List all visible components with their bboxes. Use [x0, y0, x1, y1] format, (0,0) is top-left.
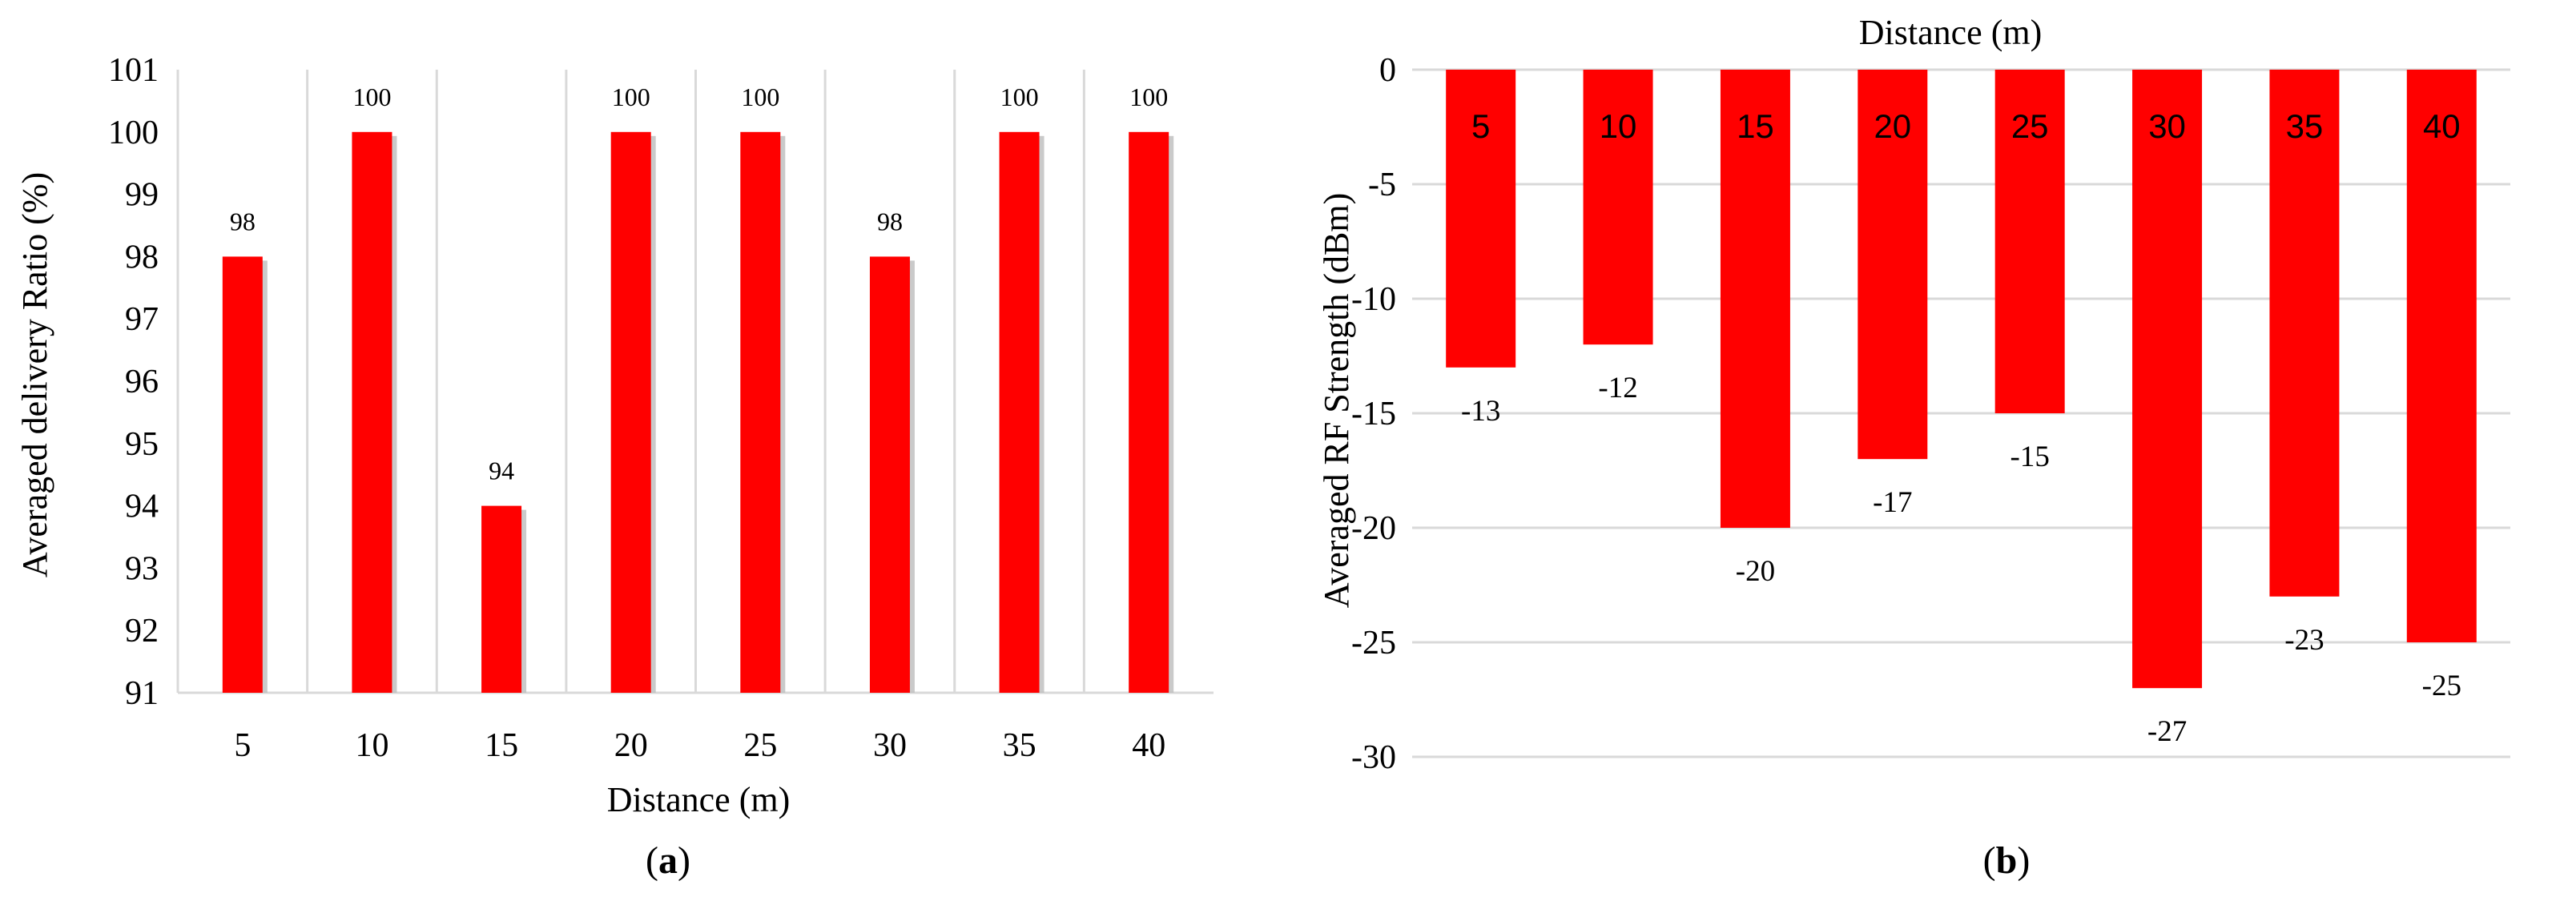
chart-a-x-tick-label: 15: [485, 727, 518, 764]
chart-a-y-tick-label: 96: [125, 364, 159, 400]
chart-b-bar: [2269, 70, 2340, 597]
chart-b-category-label: 35: [2286, 107, 2324, 145]
chart-b-data-label: -27: [2147, 715, 2187, 748]
chart-b-y-tick-label: -30: [1351, 739, 1396, 776]
chart-a-y-tick-label: 91: [125, 675, 159, 712]
chart-a-bar: [999, 131, 1040, 694]
chart-a-y-tick-label: 99: [125, 177, 159, 214]
chart-a-data-label: 94: [489, 457, 514, 485]
panel-label-a: (a): [646, 839, 690, 882]
chart-a-y-tick-label: 95: [125, 426, 159, 463]
chart-b-category-label: 10: [1600, 107, 1637, 145]
chart-b-y-tick-label: -25: [1351, 625, 1396, 662]
chart-a-bar: [740, 131, 781, 694]
chart-a-x-tick-label: 25: [743, 727, 777, 764]
chart-a-y-tick-label: 94: [125, 489, 159, 525]
chart-a-y-tick-label: 92: [125, 613, 159, 650]
chart-b-bar: [1720, 70, 1790, 528]
chart-b-y-tick-label: 0: [1379, 52, 1396, 89]
chart-a-x-tick-label: 20: [614, 727, 648, 764]
chart-b-bar: [1583, 70, 1653, 345]
chart-a-bar: [869, 256, 910, 693]
chart-b-bar: [1446, 70, 1516, 368]
chart-a-data-label: 98: [877, 207, 903, 235]
chart-a-y-tick-label: 97: [125, 301, 159, 338]
chart-b-y-tick-label: -20: [1351, 510, 1396, 547]
chart-a-x-tick-label: 40: [1132, 727, 1165, 764]
chart-b-category-label: 25: [2011, 107, 2049, 145]
chart-a-x-tick-label: 10: [355, 727, 388, 764]
chart-b-bar: [2406, 70, 2477, 642]
chart-b-data-label: -25: [2422, 670, 2461, 702]
chart-b-x-axis-title: Distance (m): [1859, 13, 2042, 52]
chart-a-bar: [352, 131, 392, 694]
chart-a-bar: [610, 131, 651, 694]
chart-b-category-label: 30: [2148, 107, 2186, 145]
chart-delivery-ratio: Averaged delivery Ratio (%) Distance (m)…: [15, 52, 1214, 882]
chart-b-category-label: 5: [1471, 107, 1490, 145]
chart-a-bar: [222, 256, 263, 693]
chart-a-x-tick-label: 5: [234, 727, 251, 764]
chart-a-y-tick-label: 101: [108, 52, 159, 89]
chart-b-category-label: 20: [1874, 107, 1911, 145]
chart-a-bar: [1129, 131, 1169, 694]
chart-a-y-tick-label: 98: [125, 239, 159, 276]
chart-a-y-tick-label: 100: [108, 115, 159, 151]
chart-a-bar: [481, 505, 522, 693]
chart-a-data-label: 100: [1129, 82, 1168, 111]
panel-label-b: (b): [1983, 839, 2031, 882]
chart-b-bar: [1994, 70, 2065, 413]
chart-a-data-label: 98: [230, 207, 256, 235]
chart-b-bar: [1858, 70, 1928, 460]
chart-b-data-label: -23: [2284, 624, 2324, 657]
chart-rf-strength: Averaged RF Strength (dBm) Distance (m) …: [1317, 13, 2510, 882]
chart-a-data-label: 100: [352, 82, 391, 111]
chart-b-data-label: -17: [1873, 486, 1912, 519]
chart-a-y-axis-title: Averaged delivery Ratio (%): [15, 172, 54, 577]
chart-a-x-tick-label: 30: [873, 727, 907, 764]
chart-b-y-tick-label: -10: [1351, 281, 1396, 318]
chart-b-bar: [2132, 70, 2203, 689]
chart-b-y-axis-title: Averaged RF Strength (dBm): [1317, 193, 1356, 609]
chart-b-data-label: -15: [2010, 440, 2050, 473]
chart-b-data-label: -12: [1598, 372, 1637, 404]
chart-b-y-tick-label: -5: [1368, 167, 1396, 203]
chart-b-data-label: -13: [1461, 395, 1500, 428]
chart-a-x-tick-label: 35: [1003, 727, 1036, 764]
chart-a-data-label: 100: [612, 82, 650, 111]
chart-b-data-label: -20: [1736, 555, 1775, 588]
chart-a-data-label: 100: [741, 82, 779, 111]
chart-b-category-label: 15: [1737, 107, 1774, 145]
chart-a-data-label: 100: [1000, 82, 1039, 111]
chart-a-y-tick-label: 93: [125, 550, 159, 587]
chart-a-x-axis-title: Distance (m): [607, 780, 790, 819]
chart-b-y-tick-label: -15: [1351, 396, 1396, 432]
chart-b-category-label: 40: [2423, 107, 2461, 145]
